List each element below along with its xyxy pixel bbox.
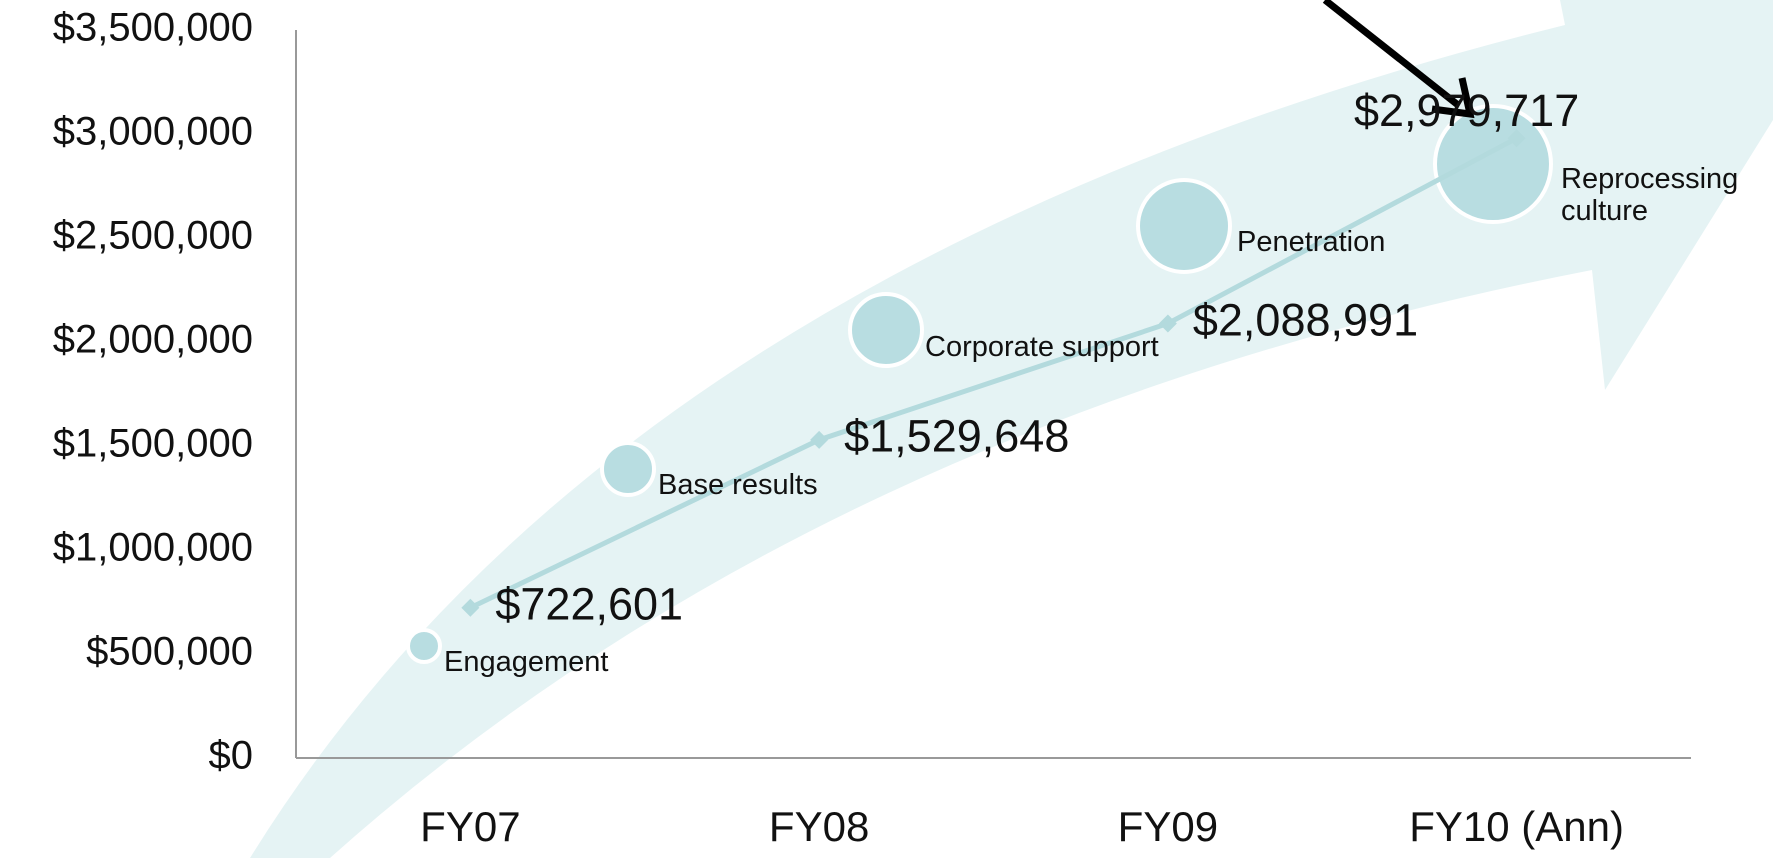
x-tick-label: FY07	[420, 803, 520, 850]
y-tick-label: $500,000	[86, 630, 253, 674]
value-label: $2,979,717	[1354, 85, 1579, 136]
point	[1507, 129, 1526, 148]
value-label: $1,529,648	[844, 411, 1069, 462]
stage-bubbles	[406, 104, 1553, 664]
bubble	[406, 628, 442, 664]
value-label: $722,601	[495, 579, 683, 630]
y-tick-label: $2,500,000	[53, 214, 253, 258]
pointer-arrow	[1322, 0, 1461, 108]
point	[810, 430, 829, 449]
bubble	[600, 441, 656, 497]
bubble	[1136, 178, 1232, 274]
pointer-arrow-head	[1431, 77, 1475, 119]
stage-label: Reprocessing culture	[1561, 163, 1739, 227]
x-tick-label: FY09	[1118, 803, 1218, 850]
y-tick-label: $1,500,000	[53, 422, 253, 466]
bubble	[848, 292, 924, 368]
value-label: $2,088,991	[1193, 294, 1418, 345]
line	[469, 136, 1518, 610]
stage-label: Engagement	[444, 646, 609, 678]
stage-label: Base results	[658, 469, 818, 501]
point	[461, 598, 480, 617]
y-tick-label: $3,000,000	[53, 110, 253, 154]
stage-label: Penetration	[1237, 226, 1386, 258]
background-arrow	[250, 0, 1773, 858]
stage-label: Corporate support	[925, 331, 1159, 363]
y-tick-label: $2,000,000	[53, 318, 253, 362]
x-tick-label: FY08	[769, 803, 869, 850]
x-tick-label: FY10 (Ann)	[1409, 803, 1624, 850]
y-tick-label: $0	[209, 734, 254, 778]
y-tick-label: $1,000,000	[53, 526, 253, 570]
point	[1158, 314, 1177, 333]
y-tick-label: $3,500,000	[53, 6, 253, 50]
